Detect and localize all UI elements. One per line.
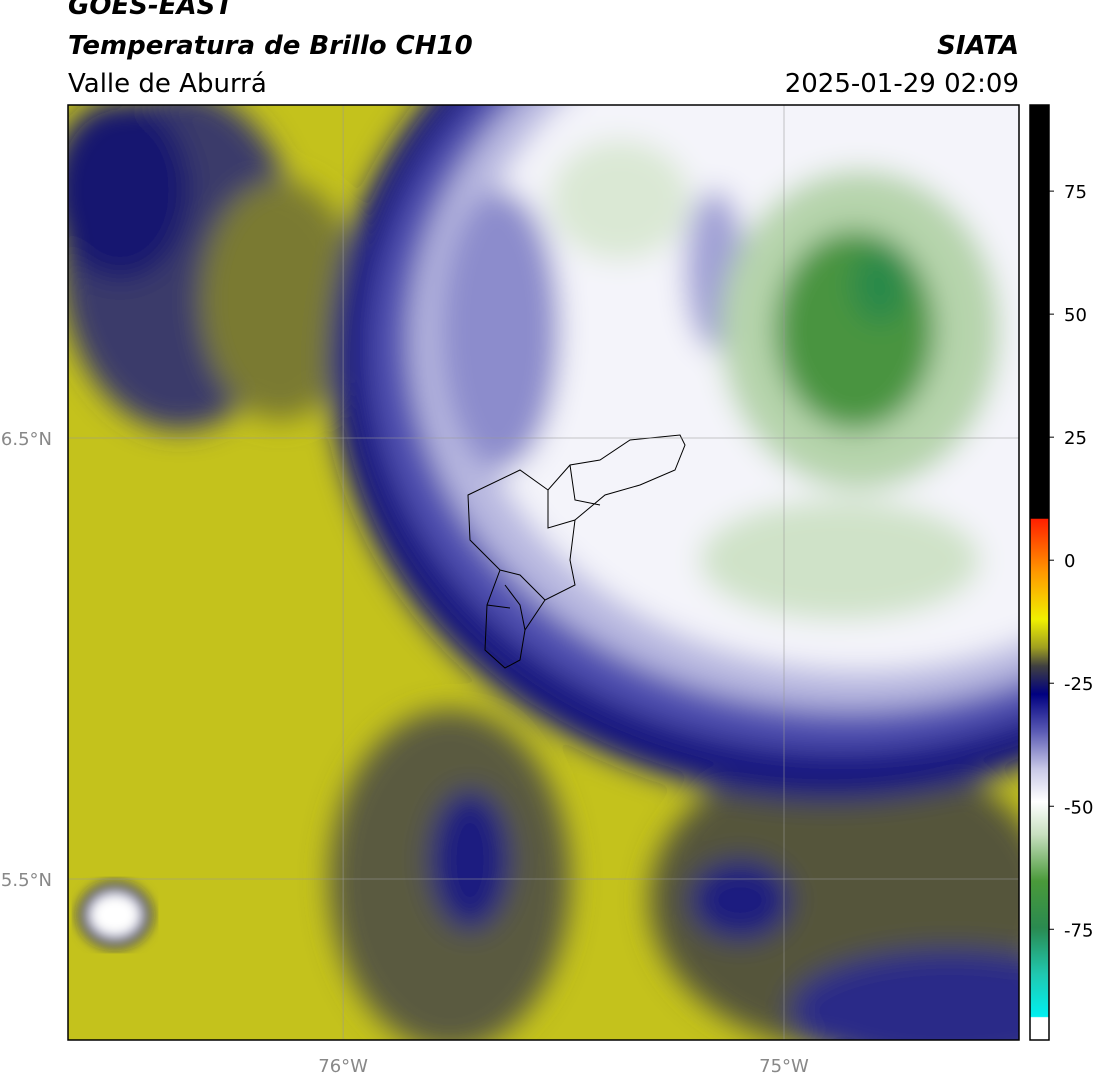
colorbar-tick-label: 75: [1064, 182, 1087, 203]
colorbar-tick-label: 25: [1064, 428, 1087, 449]
x-tick-label: 76°W: [318, 1056, 368, 1077]
y-tick-label: 5.5°N: [1, 870, 52, 891]
x-tick-label: 75°W: [759, 1056, 809, 1077]
datetime: 2025-01-29 02:09: [785, 69, 1019, 99]
y-tick-label: 6.5°N: [1, 429, 52, 450]
region: Valle de Aburrá: [68, 69, 267, 99]
colorbar-tick-label: 0: [1064, 551, 1075, 572]
map-frame: [67, 104, 1020, 1041]
product: Temperatura de Brillo CH10: [68, 31, 473, 61]
colorbar-tick-label: 50: [1064, 305, 1087, 326]
municipal-boundaries: [467, 434, 686, 669]
satellite: GOES-EAST: [68, 0, 235, 21]
source: SIATA: [937, 31, 1019, 61]
colorbar-tick-label: -50: [1064, 797, 1093, 818]
colorbar-tick-label: -75: [1064, 920, 1093, 941]
colorbar-tick-label: -25: [1064, 674, 1093, 695]
map-image: [68, 105, 1019, 1040]
colorbar: [1029, 104, 1050, 1041]
